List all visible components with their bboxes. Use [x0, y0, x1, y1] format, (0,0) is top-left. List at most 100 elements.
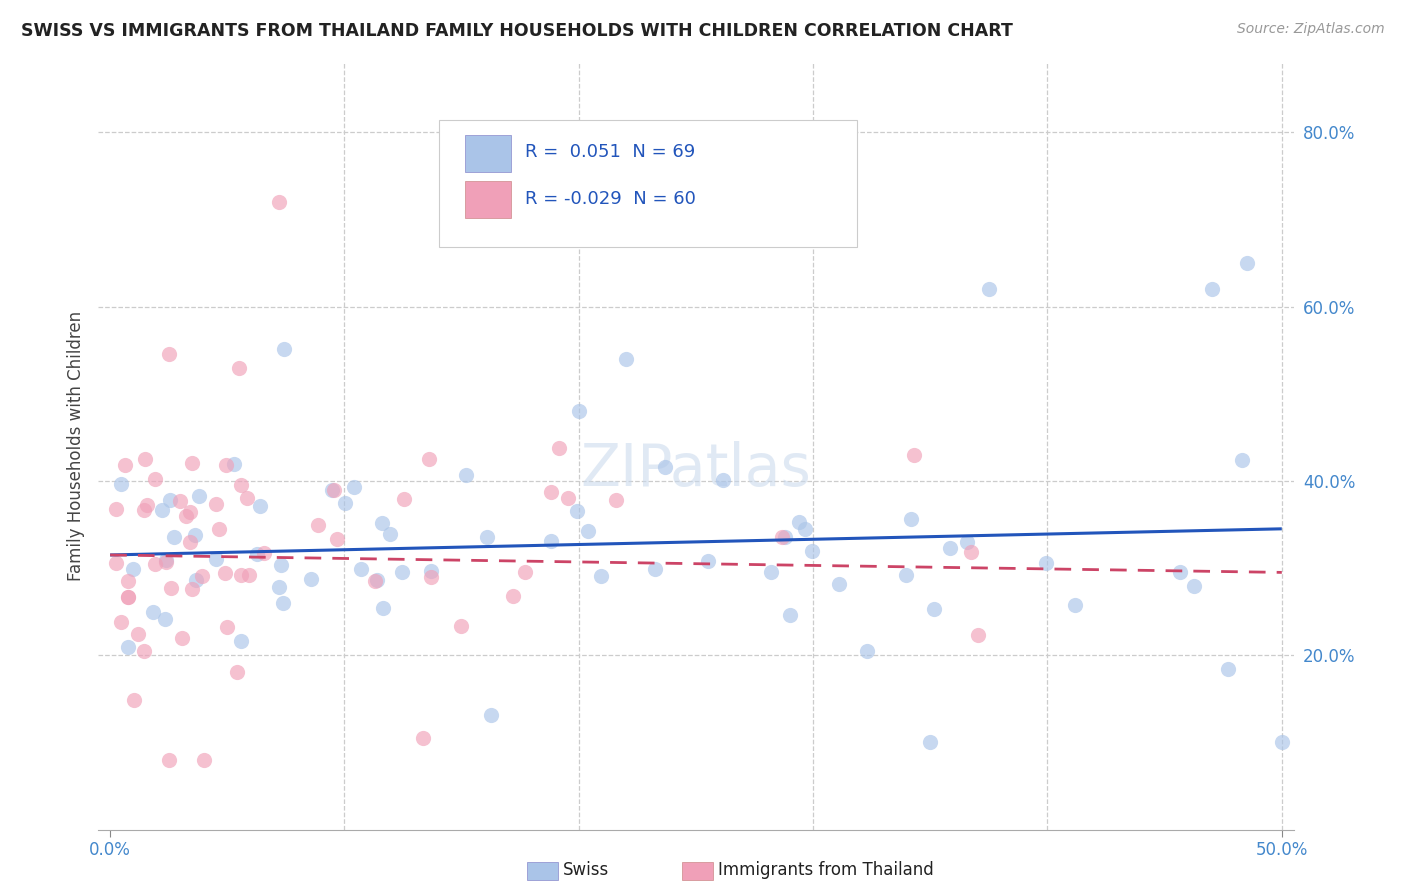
Point: [856, 644, 879, 658]
Text: Immigrants from Thailand: Immigrants from Thailand: [718, 861, 934, 879]
Point: [208, 522, 231, 536]
Point: [1236, 256, 1258, 270]
Point: [253, 546, 276, 560]
Point: [104, 556, 127, 570]
Point: [110, 615, 132, 630]
Point: [605, 492, 627, 507]
Point: [142, 605, 165, 619]
Point: [903, 448, 925, 462]
Point: [270, 558, 292, 573]
Point: [267, 580, 290, 594]
Point: [322, 483, 344, 497]
Point: [117, 590, 139, 604]
Point: [513, 566, 536, 580]
Point: [134, 452, 156, 467]
Point: [193, 753, 215, 767]
Point: [540, 534, 562, 549]
Y-axis label: Family Households with Children: Family Households with Children: [66, 311, 84, 581]
Point: [117, 640, 139, 655]
Text: SWISS VS IMMIGRANTS FROM THAILAND FAMILY HOUSEHOLDS WITH CHILDREN CORRELATION CH: SWISS VS IMMIGRANTS FROM THAILAND FAMILY…: [21, 22, 1012, 40]
Point: [246, 547, 269, 561]
Point: [205, 497, 228, 511]
Point: [205, 552, 228, 566]
Point: [922, 602, 945, 616]
Point: [900, 512, 922, 526]
Point: [412, 731, 434, 746]
Point: [1230, 452, 1253, 467]
Point: [228, 360, 250, 375]
Point: [644, 562, 666, 576]
Point: [124, 693, 146, 707]
Point: [143, 557, 166, 571]
Point: [939, 541, 962, 555]
Point: [157, 347, 180, 361]
Point: [1182, 579, 1205, 593]
Point: [568, 404, 591, 418]
Point: [104, 501, 127, 516]
Point: [787, 515, 810, 529]
FancyBboxPatch shape: [465, 181, 510, 219]
Point: [326, 533, 349, 547]
Point: [343, 480, 366, 494]
Point: [1035, 556, 1057, 570]
Text: R = -0.029  N = 60: R = -0.029 N = 60: [524, 190, 696, 208]
Point: [132, 644, 155, 658]
Point: [392, 492, 415, 507]
Point: [174, 508, 197, 523]
Point: [477, 530, 499, 544]
Point: [229, 477, 252, 491]
Point: [654, 460, 676, 475]
Point: [557, 491, 579, 506]
Point: [273, 342, 295, 356]
Point: [770, 530, 793, 544]
Point: [920, 735, 942, 749]
Point: [121, 562, 143, 576]
Point: [180, 582, 202, 597]
Point: [366, 573, 388, 587]
Point: [576, 524, 599, 538]
Point: [188, 489, 211, 503]
Point: [966, 628, 988, 642]
Point: [502, 589, 524, 603]
Point: [420, 564, 443, 578]
Point: [162, 531, 184, 545]
Point: [132, 503, 155, 517]
Point: [1201, 282, 1223, 296]
Point: [110, 477, 132, 491]
Point: [170, 632, 193, 646]
Point: [271, 596, 294, 610]
Point: [238, 567, 260, 582]
Point: [479, 707, 502, 722]
Point: [169, 493, 191, 508]
Point: [450, 619, 472, 633]
Point: [114, 458, 136, 473]
FancyBboxPatch shape: [465, 136, 510, 172]
Text: Source: ZipAtlas.com: Source: ZipAtlas.com: [1237, 22, 1385, 37]
Point: [1063, 598, 1085, 612]
Point: [589, 568, 612, 582]
Point: [711, 473, 734, 487]
Point: [214, 566, 236, 580]
Point: [800, 543, 823, 558]
Point: [779, 608, 801, 623]
Point: [184, 527, 207, 541]
Point: [420, 569, 443, 583]
Point: [224, 457, 246, 471]
Point: [363, 574, 385, 588]
Point: [179, 505, 201, 519]
Point: [117, 590, 139, 604]
Point: [614, 351, 637, 366]
Point: [179, 535, 201, 549]
Point: [1216, 662, 1239, 676]
Point: [696, 554, 718, 568]
Point: [153, 612, 176, 626]
FancyBboxPatch shape: [439, 120, 858, 246]
Point: [117, 574, 139, 588]
Point: [135, 499, 157, 513]
Point: [155, 553, 177, 567]
Point: [155, 555, 177, 569]
Point: [894, 568, 917, 582]
Point: [1271, 735, 1294, 749]
Point: [143, 472, 166, 486]
Point: [333, 496, 356, 510]
